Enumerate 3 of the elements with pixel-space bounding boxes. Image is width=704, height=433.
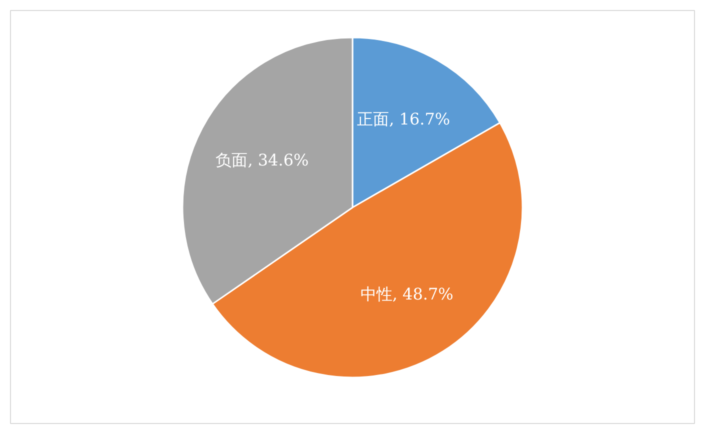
slice-label: 中性, 48.7% [360,284,454,304]
slice-label: 负面, 34.6% [216,150,309,170]
slice-label: 正面, 16.7% [357,110,450,129]
